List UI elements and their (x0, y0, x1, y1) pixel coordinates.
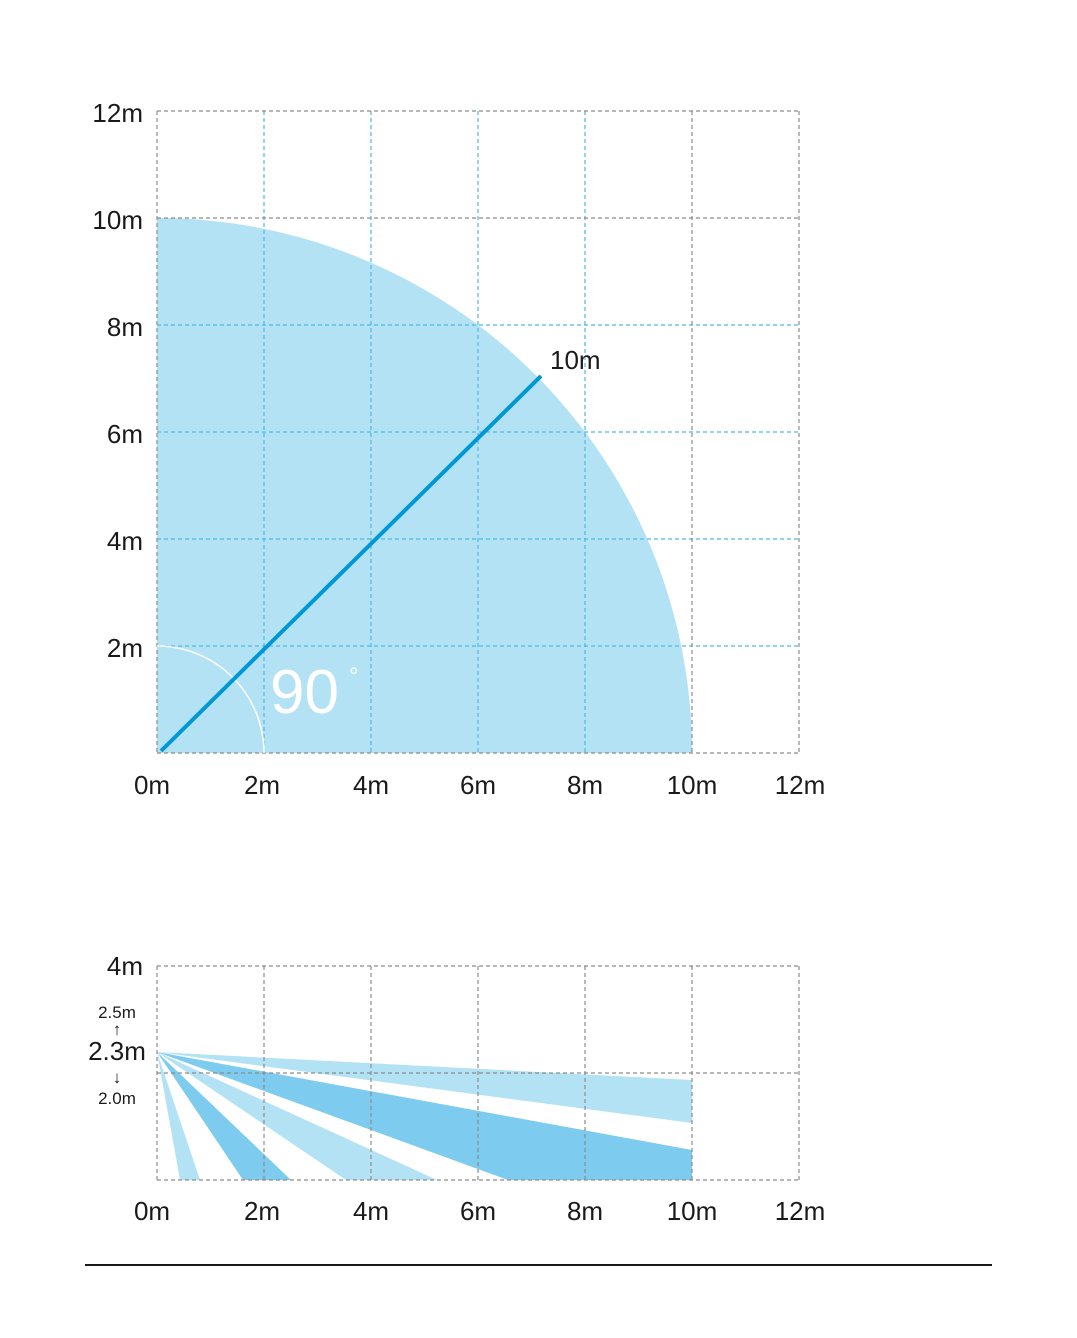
top-grid (156, 110, 800, 754)
top-x-tick-6m: 6m (460, 770, 496, 800)
arrow-down-icon: ↓ (113, 1068, 122, 1087)
height-min-label: 2.0m (98, 1089, 136, 1108)
side-x-axis-labels: 0m 2m 4m 6m 8m 10m 12m (134, 1196, 825, 1226)
top-y-tick-12m: 12m (92, 98, 143, 128)
beam-4 (157, 1052, 291, 1180)
beam-1 (157, 1052, 692, 1123)
angle-degree-symbol: ° (349, 663, 359, 690)
radius-line (159, 374, 543, 753)
angle-label: 90 (270, 658, 339, 727)
side-x-tick-10m: 10m (667, 1196, 718, 1226)
top-y-tick-6m: 6m (107, 419, 143, 449)
top-y-tick-10m: 10m (92, 205, 143, 235)
angle-arc (156, 645, 265, 754)
beam-5 (157, 1052, 200, 1180)
top-y-tick-4m: 4m (107, 526, 143, 556)
top-x-axis-labels: 0m 2m 4m 6m 8m 10m 12m (134, 770, 825, 800)
top-y-tick-2m: 2m (107, 633, 143, 663)
side-x-tick-12m: 12m (775, 1196, 826, 1226)
side-x-tick-2m: 2m (244, 1196, 280, 1226)
side-x-tick-0m: 0m (134, 1196, 170, 1226)
top-x-tick-10m: 10m (667, 770, 718, 800)
side-x-tick-4m: 4m (353, 1196, 389, 1226)
arrow-up-icon: ↑ (113, 1020, 122, 1039)
side-view-diagram: 4m 2.5m ↑ 2.3m ↓ 2.0m 0m 2m 4m 6m 8m 10m… (88, 951, 825, 1226)
range-label: 10m (550, 345, 601, 375)
beam-2 (157, 1052, 692, 1180)
side-y-tick-4m: 4m (107, 951, 143, 981)
top-x-tick-2m: 2m (244, 770, 280, 800)
mount-height-label: 2.3m (88, 1036, 146, 1066)
side-grid (156, 965, 800, 1181)
coverage-zone-top (157, 218, 692, 753)
side-x-tick-6m: 6m (460, 1196, 496, 1226)
top-y-tick-8m: 8m (107, 312, 143, 342)
side-beams (157, 1052, 692, 1180)
beam-3 (157, 1052, 437, 1180)
top-x-tick-0m: 0m (134, 770, 170, 800)
top-x-tick-8m: 8m (567, 770, 603, 800)
top-view-diagram: 10m 90 ° 2m 4m 6m 8m 10m 12m 0m 2m 4m 6m… (92, 98, 825, 800)
height-max-label: 2.5m (98, 1003, 136, 1022)
top-y-axis-labels: 2m 4m 6m 8m 10m 12m (92, 98, 143, 663)
top-x-tick-12m: 12m (775, 770, 826, 800)
side-x-tick-8m: 8m (567, 1196, 603, 1226)
top-x-tick-4m: 4m (353, 770, 389, 800)
